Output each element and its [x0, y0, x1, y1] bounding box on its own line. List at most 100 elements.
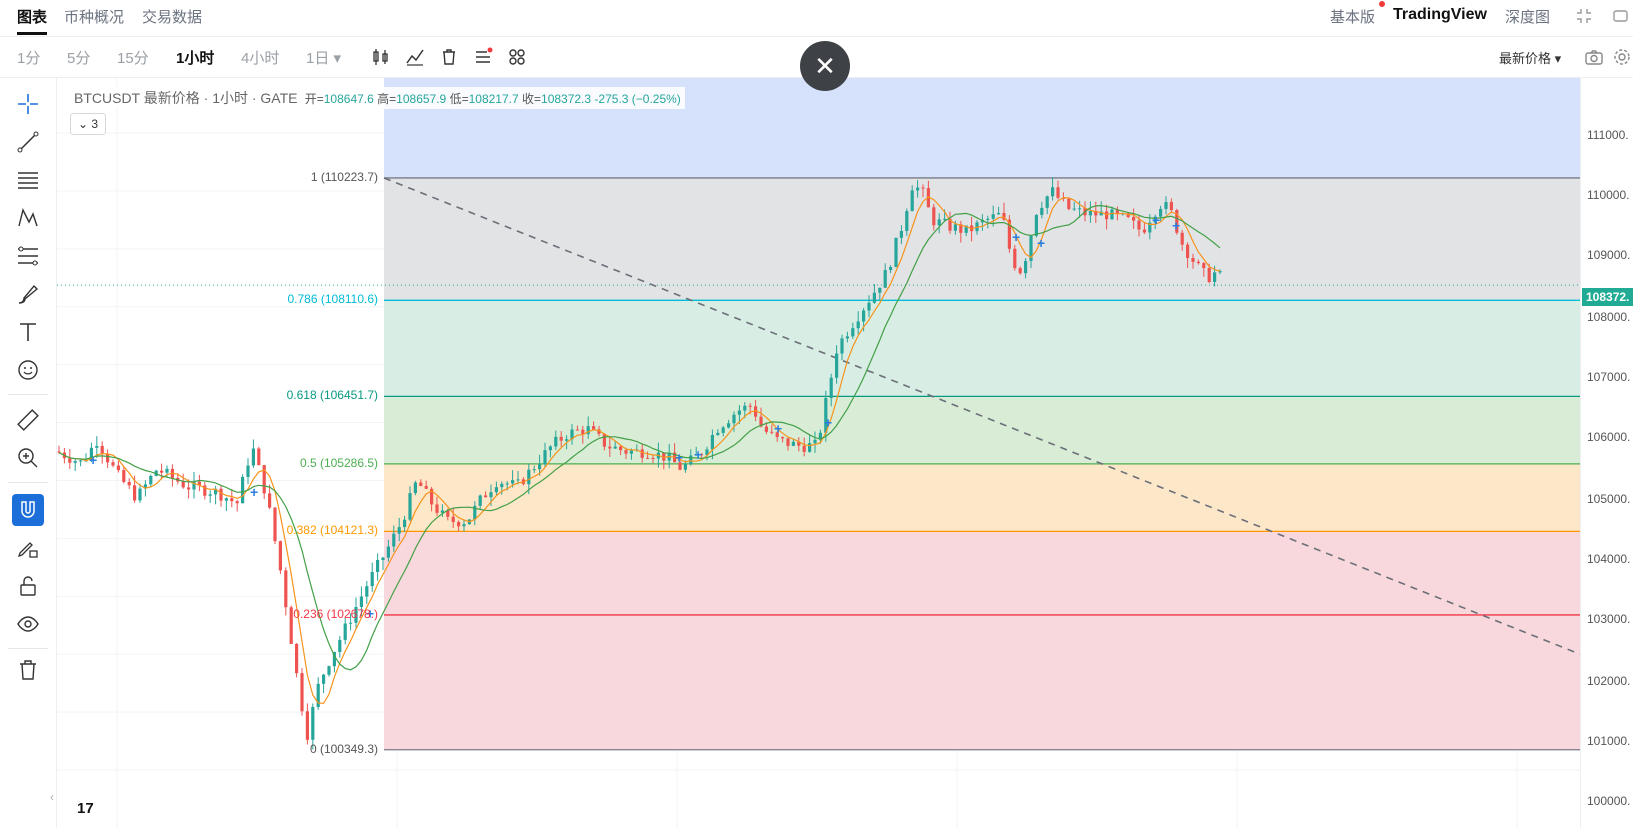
signal-marker: + [1152, 212, 1160, 228]
open-value: 108647.6 [323, 92, 374, 106]
interval-4h[interactable]: 4小时 [241, 50, 280, 67]
candle-body [473, 505, 477, 520]
candle-body [251, 448, 255, 466]
candle-body [597, 429, 601, 434]
zoom-in-icon[interactable] [16, 446, 40, 470]
candle-body [1159, 208, 1163, 217]
indicator-collapse-badge[interactable]: ⌄ 3 [70, 113, 106, 135]
tradingview-button[interactable]: TradingView [1393, 6, 1487, 23]
collapse-icon[interactable] [1575, 7, 1593, 25]
candle-body [646, 457, 650, 459]
pattern-icon[interactable] [16, 206, 40, 230]
text-icon[interactable] [16, 320, 40, 344]
ruler-icon[interactable] [16, 408, 40, 432]
signal-marker: + [675, 449, 683, 465]
candle-body [219, 488, 223, 501]
y-axis-label: 103000. [1587, 612, 1631, 626]
interval-1h[interactable]: 1小时 [176, 50, 215, 67]
interval-1m[interactable]: 1分 [17, 50, 41, 67]
indicators-icon[interactable] [405, 47, 425, 67]
trash-icon[interactable] [16, 658, 40, 682]
candle-body [581, 429, 585, 435]
candle-body [1213, 272, 1217, 282]
candle-body [651, 457, 655, 459]
candle-body [500, 483, 504, 488]
basic-version-button[interactable]: 基本版 [1330, 9, 1376, 26]
y-axis-label: 110000. [1587, 188, 1630, 202]
tab-chart[interactable]: 图表 [17, 9, 48, 26]
chevron-left-icon[interactable]: ‹ [50, 790, 54, 804]
lock-drawing-icon[interactable] [16, 536, 40, 560]
emoji-icon[interactable] [16, 358, 40, 382]
candle-body [1115, 209, 1119, 214]
candle-body [986, 218, 990, 220]
layout-grid-icon[interactable] [507, 47, 527, 67]
candle-body [1007, 219, 1011, 249]
fib-level-label: 0.236 (102678.) [293, 606, 378, 621]
fib-zone [384, 531, 1580, 615]
trendline-icon[interactable] [16, 130, 40, 154]
eye-icon[interactable] [16, 612, 40, 636]
candle-body [889, 267, 893, 271]
candle-body [230, 498, 234, 502]
crosshair-icon[interactable] [16, 92, 40, 116]
candle-body [764, 426, 768, 432]
candle-body [1013, 248, 1017, 269]
close-button[interactable]: ✕ [800, 41, 850, 91]
candle-body [1002, 213, 1006, 220]
candle-body [1132, 216, 1136, 221]
candle-body [781, 437, 785, 439]
price-type-dropdown[interactable]: 最新价格 ▾ [1499, 51, 1562, 66]
candle-body [818, 432, 822, 440]
candle-body [943, 218, 947, 220]
interval-1d-dropdown[interactable]: 1日 ▾ [306, 50, 342, 67]
candle-body [295, 643, 299, 674]
candle-body [824, 398, 828, 433]
object-list-icon[interactable] [473, 47, 493, 67]
candle-body [1126, 213, 1130, 217]
open-label: 开= [304, 92, 324, 106]
fullscreen-icon[interactable] [1612, 8, 1628, 24]
candle-body [959, 224, 963, 233]
depth-chart-button[interactable]: 深度图 [1505, 9, 1551, 26]
candle-body [484, 495, 488, 498]
candle-body [694, 454, 698, 456]
candle-body [235, 501, 239, 504]
brush-icon[interactable] [16, 282, 40, 306]
interval-5m[interactable]: 5分 [67, 50, 91, 67]
drawing-toolbar [0, 78, 57, 828]
horizontal-lines-icon[interactable] [16, 168, 40, 192]
signal-marker: + [694, 446, 702, 462]
delete-drawings-icon[interactable] [439, 47, 459, 67]
magnet-icon[interactable] [12, 494, 44, 526]
y-axis-label: 102000. [1587, 674, 1631, 688]
candle-body [532, 469, 536, 471]
price-chart-canvas[interactable]: + + + + + + + + + + + [57, 78, 1580, 828]
chart-legend[interactable]: BTCUSDT 最新价格 · 1小时 · GATE 开=108647.6 高=1… [70, 87, 685, 109]
settings-gear-icon[interactable] [1612, 47, 1632, 67]
candle-body [1164, 202, 1168, 209]
tab-coin-overview[interactable]: 币种概况 [64, 9, 125, 26]
candle-body [143, 484, 147, 489]
candles-icon[interactable] [371, 47, 391, 67]
candle-body [1067, 198, 1071, 210]
candle-body [862, 310, 866, 322]
tab-trade-data[interactable]: 交易数据 [142, 9, 203, 26]
candle-body [548, 446, 552, 451]
camera-icon[interactable] [1584, 47, 1604, 67]
candle-body [527, 469, 531, 485]
candle-body [370, 571, 374, 587]
candle-body [613, 446, 617, 449]
candle-body [413, 482, 417, 494]
candle-body [430, 488, 434, 505]
candle-body [338, 639, 342, 653]
candle-body [1153, 216, 1157, 223]
fib-icon[interactable] [16, 244, 40, 268]
chevron-down-icon: ⌄ [77, 117, 89, 131]
candle-body [386, 546, 390, 558]
interval-15m[interactable]: 15分 [117, 50, 149, 67]
unlock-icon[interactable] [16, 574, 40, 598]
signal-marker: + [89, 452, 97, 468]
price-axis[interactable]: 111000. 110000. 109000. 108000. 107000. … [1580, 78, 1633, 828]
candle-body [354, 607, 358, 623]
